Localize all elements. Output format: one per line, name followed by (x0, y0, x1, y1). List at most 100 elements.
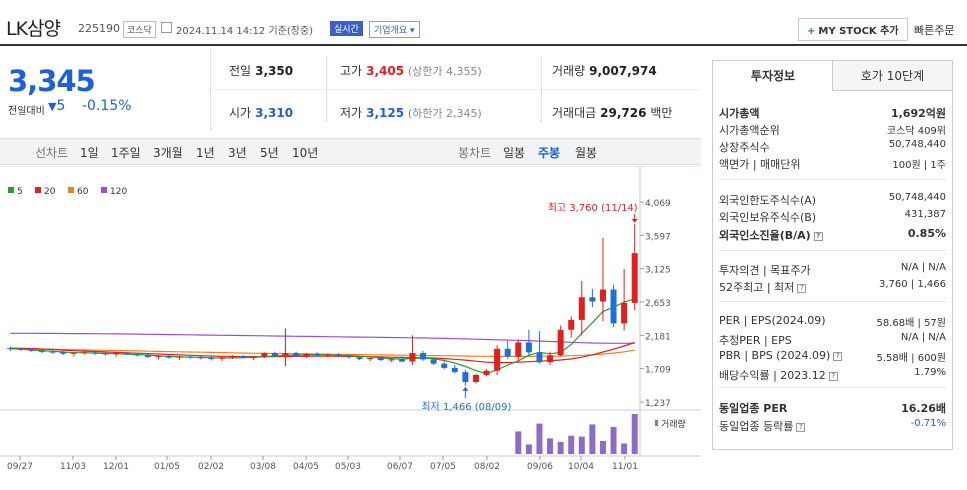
panel-divider (719, 179, 946, 180)
candle-body (166, 355, 173, 358)
candle-body (250, 356, 257, 358)
x-tick-label: 08/02 (474, 462, 500, 472)
candle-daily[interactable]: 일봉 (503, 146, 526, 160)
help-icon[interactable]: ? (828, 372, 838, 381)
info-row: 시가총액순위 코스닥 409위 (719, 122, 946, 139)
volume-bar (525, 444, 532, 454)
candle-body (441, 363, 448, 368)
market-badge: 코스닥 (123, 21, 156, 38)
candle-body (462, 372, 469, 383)
candle-body (525, 342, 532, 353)
info-label: 상장주식수 (719, 141, 770, 154)
info-label: 투자의견 | 목표주가 (719, 264, 811, 277)
volume-label: 거래량 (661, 418, 686, 430)
candle-body (589, 297, 596, 302)
price-stats: 전일 3,350 고가 3,405 (상한가 4,355) 거래량 9,007,974… (212, 48, 701, 130)
period-10y[interactable]: 10년 (292, 146, 319, 160)
price-chart[interactable]: 5 20 60 120 4,069 3,597 3,125 2,653 2,181 1,709 1,… (0, 166, 701, 490)
period-5y[interactable]: 5년 (260, 146, 279, 160)
candle-body (271, 353, 278, 356)
candle-body (367, 358, 374, 360)
candle-body (28, 349, 35, 351)
candle-body (409, 353, 416, 362)
info-value: 50,748,440 (888, 192, 946, 203)
info-label: 동일업종 PER (719, 402, 788, 415)
info-value: 58.68배 | 57원 (876, 318, 946, 329)
info-value: N/A | N/A (900, 262, 946, 273)
help-icon[interactable]: ? (833, 352, 843, 361)
candle-body (504, 348, 511, 357)
volume-bar (631, 414, 638, 454)
legend-label: 60 (77, 187, 89, 197)
tab-orderbook[interactable]: 호가 10단계 (832, 61, 952, 91)
panel-divider (719, 387, 946, 388)
company-overview-button[interactable]: 기업개요 ▾ (369, 21, 420, 38)
info-value: 16.26배 (901, 402, 946, 415)
candle-body (91, 352, 98, 354)
divider (541, 56, 542, 122)
candle-body (123, 353, 130, 355)
info-value: 코스닥 409위 (886, 126, 946, 137)
y-tick-label: 2,181 (645, 332, 671, 342)
legend-swatch (8, 187, 14, 193)
candle-weekly[interactable]: 주봉 (538, 146, 561, 160)
realtime-button[interactable]: 실시간 (330, 21, 363, 36)
legend-swatch (101, 187, 107, 193)
candle-body (81, 352, 88, 354)
x-tick-label: 02/02 (198, 462, 224, 472)
period-1w[interactable]: 1주일 (111, 146, 141, 160)
info-value: 3,760 | 1,466 (879, 279, 946, 290)
candle-body (536, 352, 543, 363)
high-price: 고가 3,405 (상한가 4,355) (340, 64, 482, 78)
x-tick-label: 11/01 (612, 462, 638, 472)
candle-body (621, 302, 628, 324)
x-tick-label: 12/01 (103, 462, 129, 472)
info-row: 상장주식수 50,748,440 (719, 139, 946, 156)
candle-body (60, 352, 67, 354)
info-row: 52주최고 | 최저? 3,760 | 1,466 (719, 279, 946, 296)
info-value: 5.58배 | 600원 (876, 353, 946, 364)
y-tick-label: 3,597 (645, 232, 671, 242)
info-row: 동일업종 등락률? -0.71% (719, 418, 946, 435)
help-icon[interactable]: ? (796, 423, 806, 432)
period-3y[interactable]: 3년 (228, 146, 247, 160)
y-tick-label: 1,709 (645, 366, 671, 376)
down-triangle-icon: ▼ (48, 100, 57, 113)
candle-body (420, 353, 427, 360)
volume-bar (568, 435, 575, 454)
candle-monthly[interactable]: 월봉 (575, 146, 598, 160)
candle-body (176, 356, 183, 358)
candle-body (494, 348, 501, 371)
candle-chart-label: 봉차트 (458, 146, 492, 160)
candle-body (356, 357, 363, 360)
candle-body (472, 374, 479, 383)
period-1d[interactable]: 1일 (80, 146, 99, 160)
period-3m[interactable]: 3개월 (153, 146, 183, 160)
volume: 거래량 9,007,974 (552, 64, 657, 78)
candle-body (70, 352, 77, 354)
my-stock-add-button[interactable]: + MY STOCK 추가 (798, 18, 908, 41)
help-icon[interactable]: ? (813, 232, 823, 241)
info-value: -0.71% (910, 418, 946, 429)
info-label: 시가총액순위 (719, 124, 780, 137)
help-icon[interactable]: ? (797, 284, 807, 293)
quick-order-link[interactable]: 빠른주문 (914, 24, 955, 37)
info-label: 시가총액 (719, 107, 760, 120)
info-row: 외국인한도주식수(A) 50,748,440 (719, 192, 946, 209)
chevron-down-icon: ▾ (410, 26, 415, 36)
info-label: PER | EPS(2024.09) (719, 314, 826, 327)
change-label: 전일대비 (8, 106, 45, 117)
tab-investment-info[interactable]: 투자정보 (713, 61, 833, 91)
change-percent: -0.15% (82, 98, 132, 114)
candle-body (49, 351, 56, 353)
candle-body (324, 354, 331, 356)
candle-body (303, 353, 310, 357)
info-row: PBR | BPS (2024.09)? 5.58배 | 600원 (719, 349, 946, 366)
candle-body (187, 356, 194, 358)
y-tick-label: 3,125 (645, 266, 671, 276)
info-row: 투자의견 | 목표주가 N/A | N/A (719, 262, 946, 279)
info-row: 추정PER | EPS N/A | N/A (719, 332, 946, 349)
volume-legend-swatch (655, 420, 658, 426)
info-panel: 투자정보 호가 10단계 시가총액 1,692억원 시가총액순위 코스닥 409위 상장… (712, 60, 953, 450)
period-1y[interactable]: 1년 (196, 146, 215, 160)
